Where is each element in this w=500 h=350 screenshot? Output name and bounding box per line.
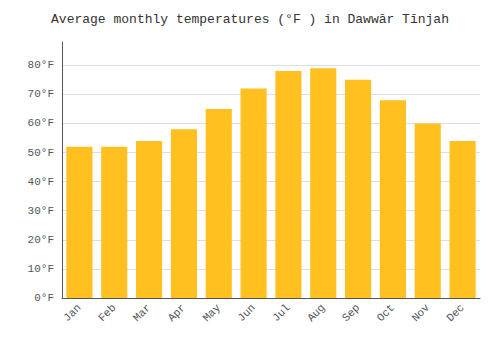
svg-text:60°F: 60°F bbox=[28, 117, 54, 129]
svg-text:May: May bbox=[201, 301, 224, 324]
svg-text:Feb: Feb bbox=[96, 302, 118, 324]
svg-text:Nov: Nov bbox=[410, 301, 433, 324]
svg-text:Aug: Aug bbox=[305, 302, 327, 324]
svg-text:Jun: Jun bbox=[235, 302, 257, 324]
svg-text:Jan: Jan bbox=[61, 302, 83, 324]
svg-text:Jul: Jul bbox=[270, 302, 292, 324]
svg-text:Oct: Oct bbox=[375, 302, 397, 324]
svg-text:Apr: Apr bbox=[166, 302, 188, 324]
svg-text:Sep: Sep bbox=[340, 302, 362, 324]
svg-text:20°F: 20°F bbox=[28, 234, 54, 246]
svg-text:80°F: 80°F bbox=[28, 59, 54, 71]
svg-text:50°F: 50°F bbox=[28, 147, 54, 159]
svg-text:Mar: Mar bbox=[131, 302, 153, 324]
svg-text:Average monthly temperatures (: Average monthly temperatures (°F ) in Da… bbox=[51, 12, 449, 27]
svg-text:40°F: 40°F bbox=[28, 176, 54, 188]
svg-text:70°F: 70°F bbox=[28, 88, 54, 100]
svg-text:0°F: 0°F bbox=[34, 292, 54, 304]
svg-text:30°F: 30°F bbox=[28, 205, 54, 217]
svg-text:Dec: Dec bbox=[444, 302, 466, 324]
svg-text:10°F: 10°F bbox=[28, 263, 54, 275]
